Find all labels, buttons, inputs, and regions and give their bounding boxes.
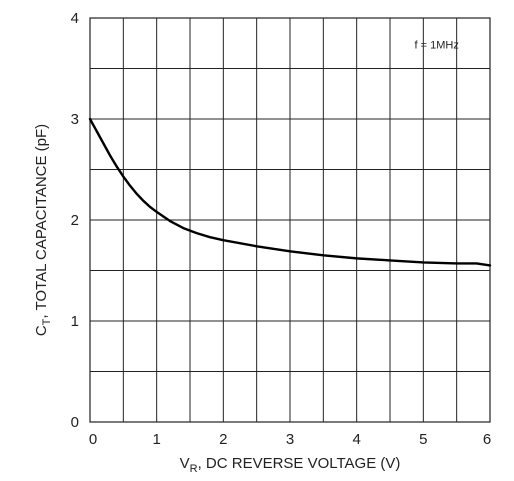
x-axis-label-main: V (180, 455, 190, 472)
x-tick-label: 4 (352, 431, 360, 448)
frequency-annotation: f = 1MHz (415, 39, 459, 51)
y-axis-label: CT, TOTAL CAPACITANCE (pF) (33, 124, 53, 336)
x-axis-label-rest: , DC REVERSE VOLTAGE (V) (198, 455, 401, 472)
x-tick-label: 2 (219, 431, 227, 448)
x-tick-label: 5 (419, 431, 427, 448)
y-tick-label: 0 (71, 414, 79, 431)
y-axis-label-sub: T (41, 318, 53, 325)
series-line-capacitance (88, 117, 492, 267)
x-tick-labels: 0 1 2 3 4 5 6 (89, 431, 491, 448)
x-axis-label: VR, DC REVERSE VOLTAGE (V) (180, 455, 401, 475)
x-tick-label: 1 (152, 431, 160, 448)
y-tick-label: 3 (71, 111, 79, 128)
x-tick-label: 0 (89, 431, 97, 448)
x-axis-label-sub: R (190, 463, 198, 475)
x-tick-label: 6 (483, 431, 491, 448)
y-axis-label-main: C (33, 325, 50, 336)
y-tick-label: 2 (71, 212, 79, 229)
plot-frame (89, 17, 491, 423)
y-tick-label: 4 (71, 10, 79, 27)
grid (90, 18, 490, 422)
y-axis-label-rest: , TOTAL CAPACITANCE (pF) (33, 124, 50, 319)
x-tick-label: 3 (286, 431, 294, 448)
y-tick-label: 1 (71, 313, 79, 330)
y-tick-labels: 0 1 2 3 4 (71, 10, 79, 431)
